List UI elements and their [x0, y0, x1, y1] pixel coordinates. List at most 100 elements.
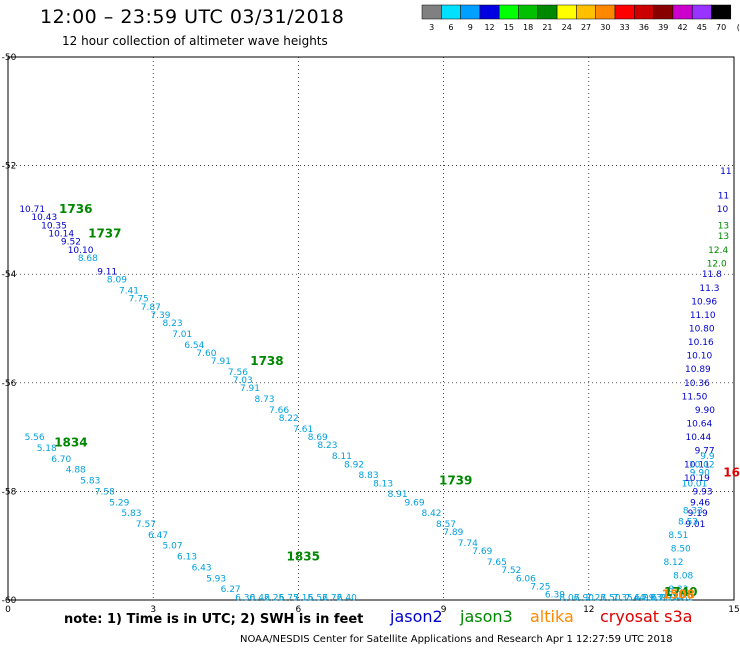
wave-height-value: 7.65: [487, 558, 507, 568]
wave-height-value: 10.71: [19, 205, 45, 215]
wave-height-value: 7.03: [233, 376, 253, 386]
wave-height-value: 9.01: [685, 520, 705, 530]
wave-height-value: 7.01: [172, 330, 192, 340]
wave-height-value: 11: [720, 167, 731, 177]
wave-height-value: 7.52: [501, 566, 521, 576]
wave-height-value: 8.13: [373, 479, 393, 489]
wave-height-value: 5.83: [121, 509, 141, 519]
wave-height-value: 9.93: [693, 487, 713, 497]
wave-height-value: 8.08: [673, 572, 693, 582]
wave-height-value: 12.0: [707, 259, 727, 269]
wave-height-value: 7.66: [269, 406, 289, 416]
wave-height-value: 6.72: [322, 593, 342, 603]
wave-height-value: 7.57: [136, 520, 156, 530]
wave-height-value: 6.25: [264, 593, 284, 603]
y-tick-label: -54: [2, 270, 17, 280]
wave-height-value: 10.19: [684, 474, 710, 484]
wave-height-value: 8.42: [421, 509, 441, 519]
wave-height-value: 13: [718, 232, 729, 242]
plot-frame: [7, 56, 735, 601]
wave-height-value: 9.19: [688, 509, 708, 519]
satellite-cryosat: cryosat s3a: [600, 607, 693, 626]
legend-label: 45: [697, 23, 707, 32]
wave-height-value: 9.46: [690, 498, 710, 508]
wave-height-value: 6.27: [221, 585, 241, 595]
legend-swatch: [691, 4, 712, 20]
wave-height-value: 6.99: [634, 593, 654, 603]
y-tick-label: -56: [2, 379, 17, 389]
legend-swatch: [479, 4, 500, 20]
legend-swatch: [460, 4, 481, 20]
wave-height-value: 10.10: [68, 246, 94, 256]
legend-swatch: [441, 4, 461, 20]
wave-height-value: 8.06: [559, 593, 579, 603]
legend-swatch: [595, 4, 616, 20]
grid: [8, 57, 734, 600]
wave-height-value: 7.39: [150, 311, 170, 321]
data-points: 10.7110.4310.3510.149.5210.109.111111101…: [19, 167, 731, 603]
wave-height-value: 8.22: [279, 414, 299, 424]
wave-height-value: 10.10: [686, 352, 712, 362]
wave-height-value: 9.9: [700, 452, 715, 462]
wave-height-value: 13: [718, 221, 729, 231]
wave-height-value: 7.26: [586, 593, 606, 603]
wave-height-value: 10.43: [31, 213, 57, 223]
pass-label: 1835: [287, 550, 320, 564]
wave-height-value: 5.93: [206, 574, 226, 584]
wave-height-value: 6.30: [235, 593, 255, 603]
wave-height-value: 10.89: [685, 365, 711, 375]
x-tick-label: 3: [150, 605, 156, 615]
satellite-jason2: jason2: [390, 607, 443, 626]
wave-height-value: 9.69: [405, 498, 425, 508]
satellite-jason3: jason3: [460, 607, 513, 626]
wave-height-value: 10.02: [689, 460, 715, 470]
footer-note: note: 1) Time is in UTC; 2) SWH is in fe…: [64, 612, 364, 627]
wave-height-value: 5.07: [163, 542, 183, 552]
wave-height-value: 8.83: [359, 471, 379, 481]
wave-height-value: 7.78: [659, 593, 679, 603]
wave-height-value: 4.88: [66, 466, 86, 476]
wave-height-value: 10.16: [688, 338, 714, 348]
wave-height-value: 7.35: [613, 593, 633, 603]
wave-height-value: 8.12: [663, 558, 683, 568]
legend-swatch: [576, 4, 596, 20]
wave-height-value: 6.39: [545, 591, 565, 601]
wave-height-value: 8.50: [671, 544, 691, 554]
x-tick-label: 12: [583, 605, 594, 615]
wave-height-value: 8.91: [388, 490, 408, 500]
wave-height-value: 6.54: [184, 341, 204, 351]
wave-height-value: 6.70: [51, 455, 71, 465]
legend-swatch: [537, 4, 558, 20]
wave-height-value: 7.89: [443, 528, 463, 538]
wave-height-value: 6.57: [308, 593, 328, 603]
wave-height-value: 11.3: [699, 284, 719, 294]
legend-swatch: [421, 4, 442, 20]
y-tick-label: -60: [2, 596, 17, 606]
x-tick-label: 6: [296, 605, 302, 615]
wave-height-value: 8.53: [678, 517, 698, 527]
wave-height-value: 10.01: [682, 479, 708, 489]
wave-height-value: 7.03: [642, 593, 662, 603]
wave-height-value: 7.50: [601, 593, 621, 603]
wave-height-value: 10.96: [691, 297, 717, 307]
legend-label: 39: [658, 23, 668, 32]
wave-height-value: 10.35: [41, 221, 67, 231]
pass-label: 1738: [250, 354, 283, 368]
wave-height-value: 5.18: [37, 444, 57, 454]
wave-height-value: 8.23: [163, 319, 183, 329]
wave-height-value: 6.06: [516, 574, 536, 584]
wave-height-value: 9.11: [97, 267, 117, 277]
pass-label: 1740: [664, 585, 697, 599]
wave-height-value: 7.44: [625, 593, 645, 603]
wave-height-value: 5.56: [25, 433, 45, 443]
wave-height-value: 10.64: [686, 420, 712, 430]
wave-height-value: 7.91: [211, 357, 231, 367]
wave-height-value: 11.8: [702, 270, 722, 280]
y-tick-label: -58: [2, 487, 17, 497]
legend-label: 27: [581, 23, 591, 32]
legend-label: 15: [504, 23, 514, 32]
wave-height-value: 10.36: [684, 379, 710, 389]
legend-label: 36: [639, 23, 649, 32]
wave-height-value: 8.09: [107, 276, 127, 286]
